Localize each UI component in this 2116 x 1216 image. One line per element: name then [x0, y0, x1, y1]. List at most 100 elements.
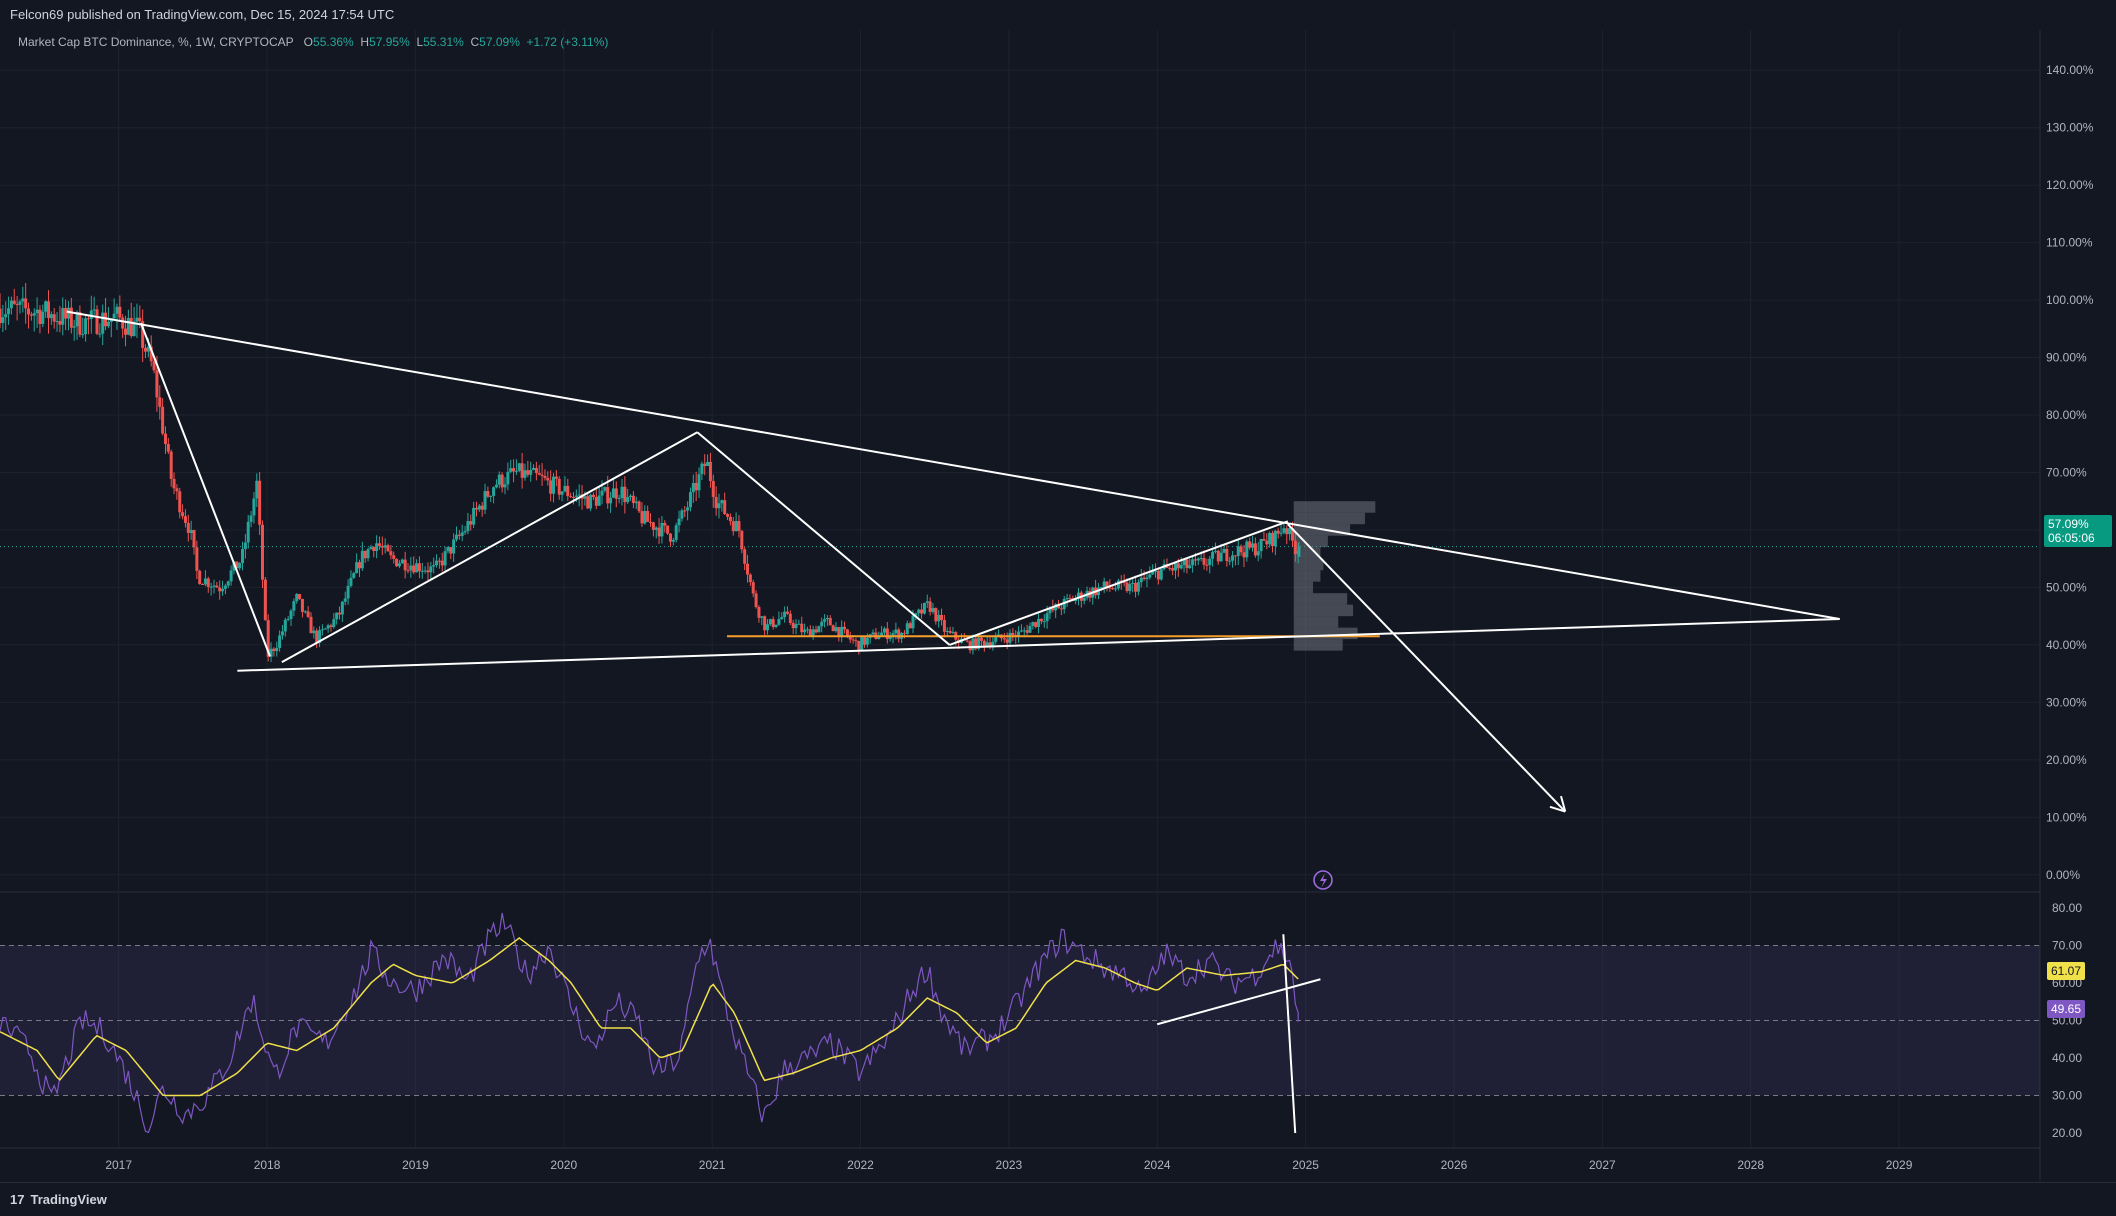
candle-body: [249, 515, 253, 522]
candle-body: [121, 317, 125, 329]
close-value: 57.09%: [479, 35, 520, 49]
time-axis[interactable]: 2017 2018 2019 2020 2021 2022 2023 2024 2025 2026…: [105, 1158, 1912, 1172]
arrow-head: [1549, 805, 1566, 813]
candle-body: [221, 588, 225, 592]
rsi-rising-support: [1156, 978, 1321, 1026]
candle-body: [751, 582, 755, 594]
candle-body: [303, 611, 307, 613]
price-axis[interactable]: 140.00% 130.00% 120.00% 110.00% 100.00% 90.00…: [2046, 63, 2094, 882]
candle-body: [1151, 571, 1155, 575]
pattern-line: [140, 322, 271, 657]
candle-body: [246, 521, 250, 543]
candle-body: [897, 629, 901, 639]
candle-body: [734, 521, 738, 532]
chart-legend: Market Cap BTC Dominance, %, 1W, CRYPTOC…: [18, 35, 608, 49]
candle-body: [1025, 630, 1029, 633]
candle-body: [440, 560, 444, 566]
low-value: 55.31%: [423, 35, 464, 49]
candle-body: [469, 521, 473, 525]
candle-body: [611, 488, 615, 498]
x-tick-label: 2023: [996, 1158, 1023, 1172]
candle-body: [1202, 557, 1206, 565]
candle-body: [1193, 559, 1197, 561]
candle-body: [1045, 613, 1049, 622]
candle-body: [871, 632, 875, 635]
candle-body: [1256, 551, 1260, 556]
volume-profile-bar: [1293, 535, 1328, 548]
volume-profile-bar: [1293, 558, 1324, 571]
candle-body: [61, 308, 65, 325]
x-tick-label: 2029: [1886, 1158, 1913, 1172]
candle-body: [486, 491, 490, 497]
candle-body: [631, 495, 635, 504]
candle-body: [241, 549, 245, 563]
candle-body: [606, 487, 610, 504]
candle-body: [181, 512, 185, 517]
candle-body: [677, 518, 681, 526]
candle-body: [805, 629, 809, 631]
candle-body: [583, 496, 587, 499]
candle-body: [132, 321, 136, 336]
candle-body: [415, 563, 419, 573]
candle-body: [1279, 532, 1283, 534]
candle-body: [1285, 528, 1289, 535]
candle-body: [55, 321, 59, 323]
candle-body: [514, 470, 518, 472]
candle-body: [1259, 539, 1263, 552]
symbol-name[interactable]: Market Cap BTC Dominance, %, 1W, CRYPTOC…: [18, 35, 294, 49]
candle-body: [708, 461, 712, 481]
candle-body: [24, 298, 28, 309]
rsi-series: [0, 912, 1299, 1134]
candle-body: [380, 545, 384, 548]
candle-body: [703, 463, 707, 467]
candle-body: [1171, 568, 1175, 571]
candle-body: [965, 640, 969, 642]
candle-body: [263, 579, 267, 621]
candle-body: [472, 507, 476, 525]
volume-profile-bar: [1293, 604, 1354, 617]
candle-body: [155, 370, 159, 398]
projection-arrow: [1287, 523, 1566, 813]
candle-body: [1082, 597, 1086, 601]
rsi-drop-line: [1282, 934, 1297, 1134]
candle-body: [446, 547, 450, 552]
candle-body: [1216, 550, 1220, 562]
candle-body: [649, 521, 653, 523]
candle-body: [280, 631, 284, 636]
candle-body: [1139, 577, 1143, 583]
candle-body: [149, 346, 153, 362]
candle-body: [643, 510, 647, 524]
candle-body: [640, 511, 644, 524]
candle-body: [189, 530, 193, 533]
candle-body: [423, 570, 427, 572]
candle-body: [623, 486, 627, 503]
candle-body: [603, 487, 607, 491]
candle-body: [651, 522, 655, 530]
y-tick-label: 130.00%: [2046, 121, 2094, 135]
candle-body: [260, 524, 264, 580]
candle-body: [1022, 630, 1026, 632]
candle-body: [1051, 607, 1055, 611]
y-tick-label: 90.00%: [2046, 351, 2087, 365]
y-tick-label: 20.00%: [2046, 753, 2087, 767]
candle-body: [372, 547, 376, 551]
candle-body: [18, 301, 22, 305]
candle-body: [1239, 546, 1243, 553]
candle-body: [660, 523, 664, 537]
candle-body: [1131, 582, 1135, 584]
candle-body: [700, 463, 704, 475]
candle-body: [617, 498, 621, 500]
candle-body: [803, 629, 807, 633]
last-price-badge: 57.09% 06:05:06: [2044, 515, 2112, 547]
candle-body: [882, 628, 886, 633]
candle-body: [1108, 587, 1112, 589]
candle-body: [1076, 592, 1080, 598]
candle-body: [609, 497, 613, 504]
candle-body: [694, 482, 698, 491]
candle-body: [971, 638, 975, 651]
candle-body: [497, 474, 501, 485]
tradingview-logo[interactable]: 17 TradingView: [10, 1192, 107, 1207]
lightning-icon[interactable]: [1313, 870, 1333, 890]
